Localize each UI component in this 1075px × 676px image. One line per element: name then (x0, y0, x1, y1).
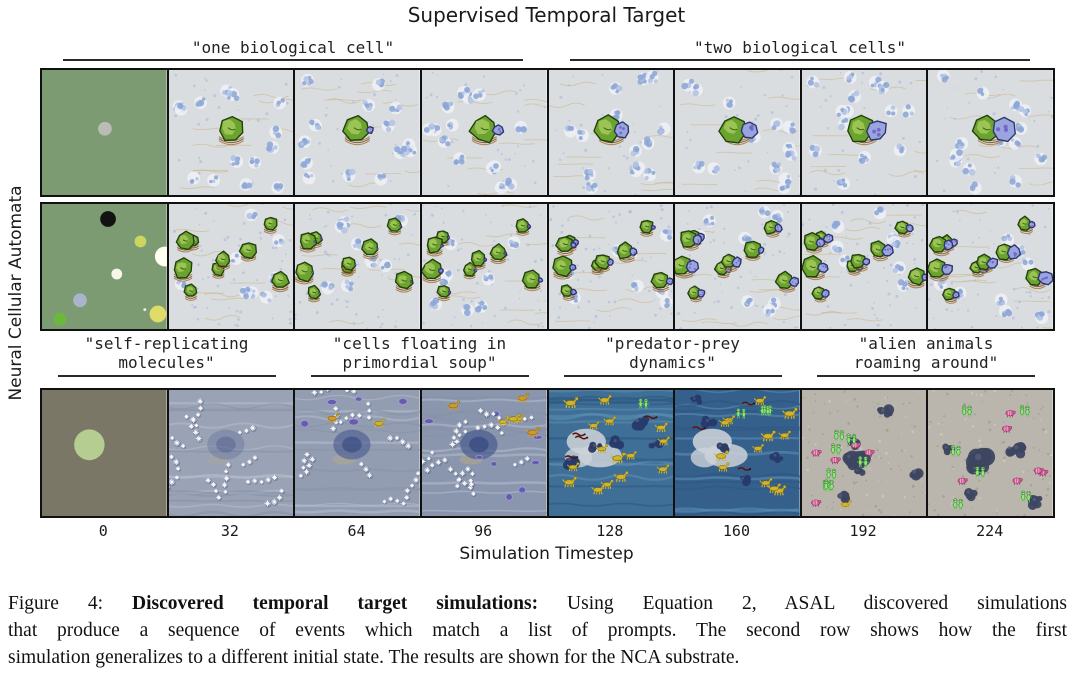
prompt-label-cells-floating: "cells floating in primordial soup" (293, 334, 546, 377)
group-label-one-biological-cell: "one biological cell" (40, 38, 546, 61)
prompt-line-1: "alien animals (858, 334, 994, 353)
sim-row-2 (40, 202, 1055, 331)
sim-panel-nca-simulation-2-t128 (548, 390, 676, 516)
prompt-line-1: "self-replicating (84, 334, 249, 353)
caption-bold-title: Discovered temporal target simulations: (132, 593, 539, 614)
sim-row-3 (40, 388, 1055, 518)
group-label-two-biological-cells: "two biological cells" (547, 38, 1053, 61)
caption-line-1: Figure 4: Discovered temporal target sim… (8, 590, 1067, 617)
x-tick: 0 (98, 522, 108, 540)
prompt-label-self-replicating-molecules: "self-replicating molecules" (40, 334, 293, 377)
x-tick: 224 (976, 522, 1004, 540)
sim-panel-nca-simulation-2-t64 (295, 390, 422, 516)
figure-caption: Figure 4: Discovered temporal target sim… (8, 590, 1067, 671)
figure-title: Supervised Temporal Target (407, 3, 686, 27)
sim-panel-nca-simulation-1-t160 (675, 70, 802, 195)
sim-panel-nca-simulation-1-t32 (168, 70, 296, 195)
group-label-band: "one biological cell" "two biological ce… (0, 38, 1075, 64)
prompt-line-1: "predator-prey (605, 334, 740, 353)
caption-line-3: simulation generalizes to a different in… (8, 647, 740, 668)
sim-panel-nca-simulation-2-t0 (42, 390, 169, 516)
sim-panel-nca-simulation-1-new-init-t128 (548, 204, 676, 329)
sim-panel-nca-simulation-2-t192 (801, 390, 929, 516)
sim-panel-nca-simulation-1-new-init-t96 (421, 204, 549, 329)
sim-panel-nca-simulation-1-new-init-t224 (928, 204, 1053, 329)
caption-figure-number: Figure 4: (8, 593, 133, 614)
sim-panel-nca-simulation-2-t32 (168, 390, 296, 516)
sim-panel-nca-simulation-1-new-init-t64 (295, 204, 422, 329)
prompt-line-2: roaming around" (853, 353, 999, 372)
group-label-text: "one biological cell" (63, 38, 523, 61)
prompt-label-alien-animals: "alien animals roaming around" (799, 334, 1053, 377)
prompt-line-1: "cells floating in (332, 334, 507, 353)
x-tick: 128 (596, 522, 624, 540)
x-tick: 64 (347, 522, 366, 540)
x-tick: 192 (849, 522, 877, 540)
prompt-label-text: "alien animals roaming around" (817, 334, 1035, 377)
prompt-label-text: "self-replicating molecules" (57, 334, 276, 377)
sim-panel-nca-simulation-2-t160 (675, 390, 802, 516)
prompt-line-2: molecules" (118, 353, 215, 372)
sim-panel-nca-simulation-1-t128 (548, 70, 676, 195)
sim-panel-nca-simulation-1-new-init-t192 (801, 204, 929, 329)
x-tick: 96 (474, 522, 493, 540)
caption-text: Using Equation 2, ASAL discovered simula… (538, 593, 1067, 614)
sim-panel-nca-simulation-1-new-init-t160 (675, 204, 802, 329)
group-label-text: "two biological cells" (570, 38, 1030, 61)
sim-panel-nca-simulation-1-t96 (421, 70, 549, 195)
sim-panel-nca-simulation-2-t96 (421, 390, 549, 516)
prompt-line-2: dynamics" (629, 353, 716, 372)
sim-panel-nca-simulation-1-t192 (801, 70, 929, 195)
prompt-line-2: primordial soup" (342, 353, 497, 372)
sim-panel-nca-simulation-1-t224 (928, 70, 1053, 195)
x-axis-ticks: 0 32 64 96 128 160 192 224 (40, 522, 1053, 540)
sim-panel-nca-simulation-2-t224 (928, 390, 1053, 516)
x-tick: 32 (220, 522, 239, 540)
sim-row-1 (40, 68, 1055, 197)
caption-line-2: that produce a sequence of events which … (8, 620, 1067, 641)
prompt-label-predator-prey: "predator-prey dynamics" (546, 334, 799, 377)
prompt-label-band: "self-replicating molecules" "cells float… (0, 334, 1075, 386)
prompt-label-text: "predator-prey dynamics" (563, 334, 782, 377)
sim-panel-nca-simulation-1-new-init-t32 (168, 204, 296, 329)
sim-panel-nca-simulation-1-t64 (295, 70, 422, 195)
prompt-label-text: "cells floating in primordial soup" (310, 334, 529, 377)
sim-panel-nca-simulation-1-new-init-t0 (42, 204, 169, 329)
sim-panel-nca-simulation-1-t0 (42, 70, 169, 195)
x-tick: 160 (722, 522, 750, 540)
x-axis-label: Simulation Timestep (459, 544, 634, 564)
